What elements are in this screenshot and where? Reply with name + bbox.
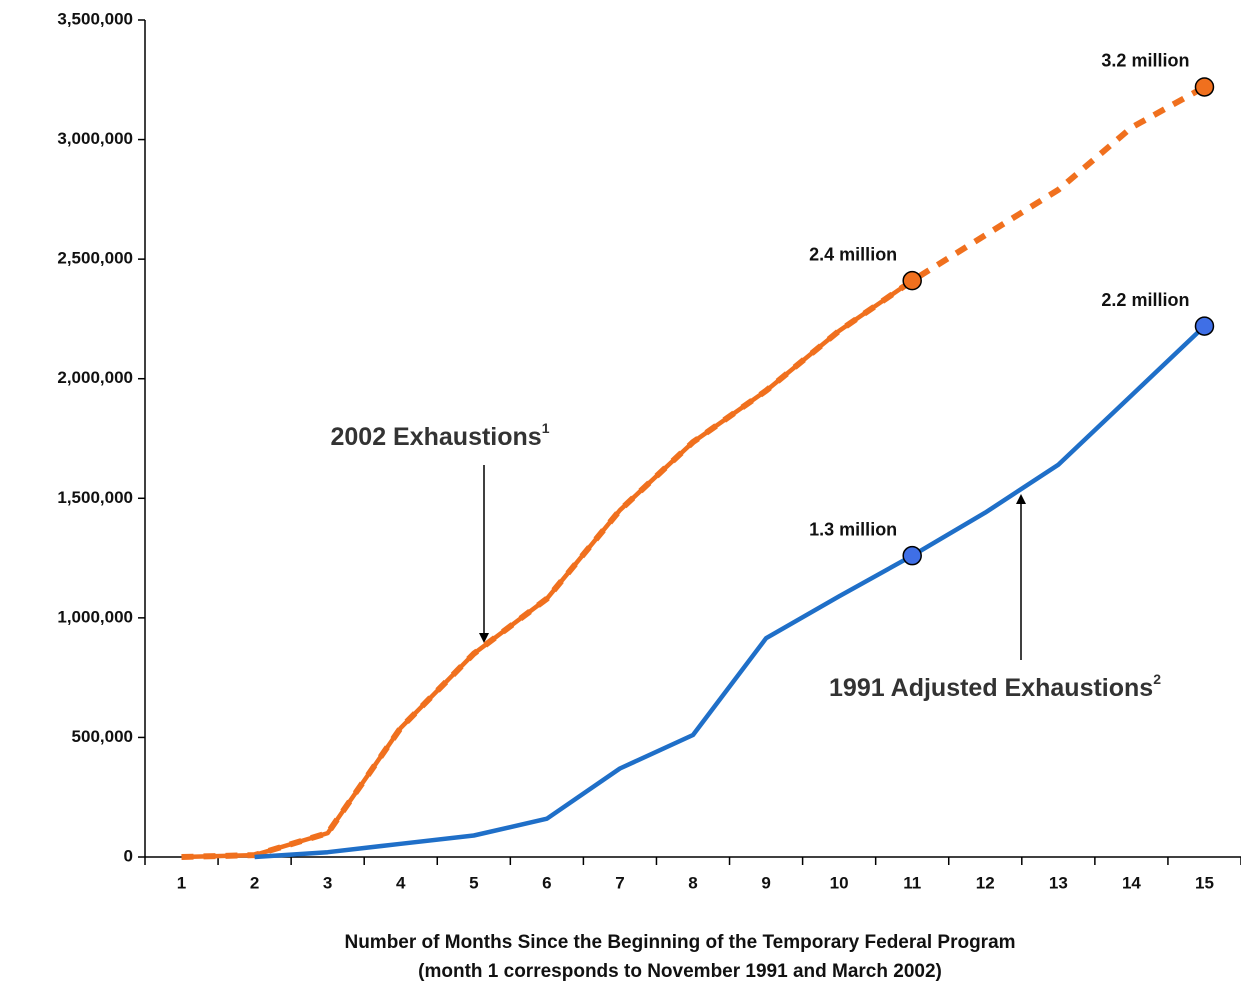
value-label: 2.2 million <box>1101 290 1189 310</box>
x-tick-label: 7 <box>615 873 624 892</box>
x-tick-label: 10 <box>830 873 849 892</box>
annotation-text: 2002 Exhaustions <box>330 423 541 451</box>
y-tick-label: 0 <box>124 846 133 865</box>
x-tick-label: 1 <box>177 873 186 892</box>
value-label: 2.4 million <box>809 244 897 264</box>
x-tick-label: 9 <box>761 873 770 892</box>
x-tick-label: 8 <box>688 873 697 892</box>
y-tick-label: 2,000,000 <box>57 368 133 387</box>
y-tick-label: 1,000,000 <box>57 607 133 626</box>
x-tick-label: 6 <box>542 873 551 892</box>
annotation: 2002 Exhaustions1 <box>330 420 549 451</box>
line <box>181 278 914 860</box>
annotation-sup: 1 <box>542 420 550 436</box>
annotation: 1991 Adjusted Exhaustions2 <box>829 671 1161 702</box>
point-marker <box>902 545 922 566</box>
y-tick-label: 3,500,000 <box>57 9 133 28</box>
x-tick-label: 15 <box>1195 873 1214 892</box>
point-marker <box>1194 316 1215 336</box>
x-tick-label: 2 <box>250 873 259 892</box>
x-tick-label: 14 <box>1122 873 1141 892</box>
point-marker <box>902 270 922 291</box>
point-marker <box>1194 77 1215 97</box>
value-label: 1.3 million <box>809 519 897 539</box>
x-axis-label: Number of Months Since the Beginning of … <box>344 932 1015 953</box>
annotation-text: 1991 Adjusted Exhaustions <box>829 674 1153 702</box>
x-tick-label: 4 <box>396 873 406 892</box>
line <box>181 84 1206 860</box>
y-tick-label: 2,500,000 <box>57 249 133 268</box>
y-tick-label: 500,000 <box>72 727 133 746</box>
x-axis-label: (month 1 corresponds to November 1991 an… <box>418 961 942 982</box>
x-tick-label: 3 <box>323 873 332 892</box>
line <box>254 324 1207 860</box>
x-tick-label: 13 <box>1049 873 1068 892</box>
x-tick-label: 12 <box>976 873 995 892</box>
y-tick-label: 1,500,000 <box>57 488 133 507</box>
annotation-sup: 2 <box>1153 671 1161 687</box>
value-label: 3.2 million <box>1101 51 1189 71</box>
x-tick-label: 11 <box>903 873 921 892</box>
y-tick-label: 3,000,000 <box>57 129 133 148</box>
x-tick-label: 5 <box>469 873 478 892</box>
